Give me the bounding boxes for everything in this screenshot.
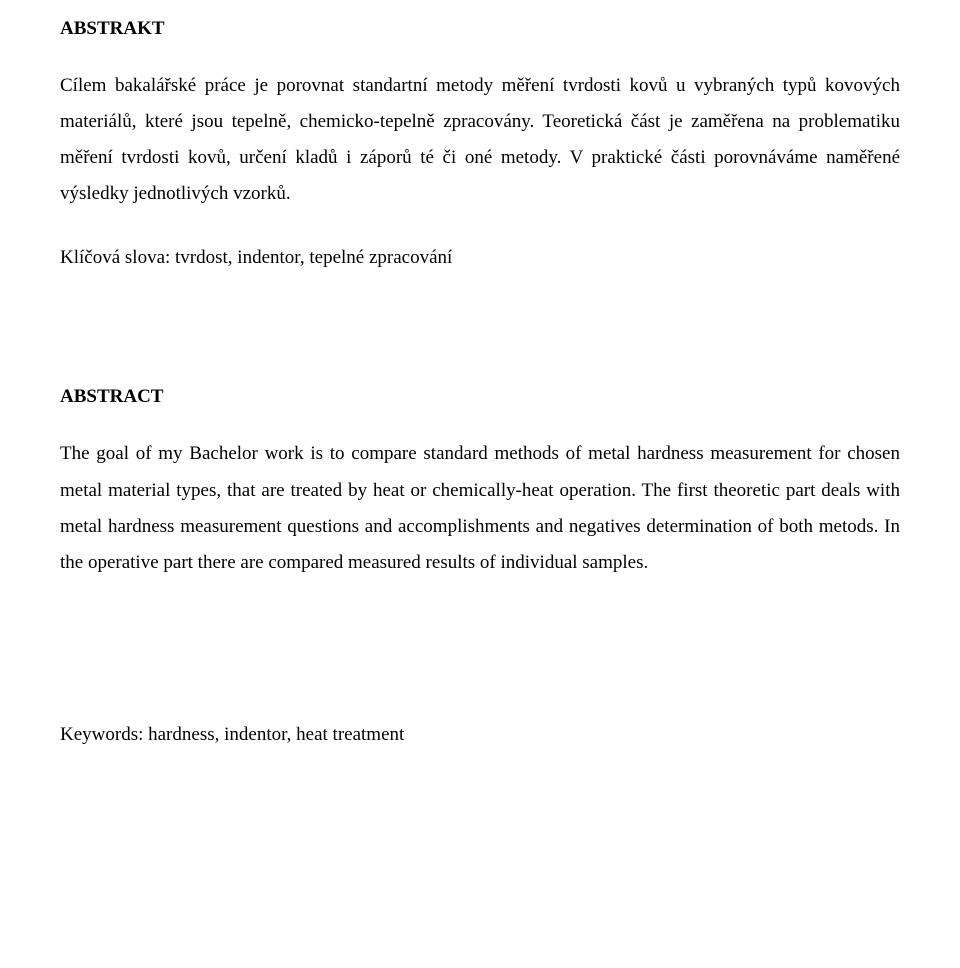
abstrakt-heading: ABSTRAKT: [60, 18, 900, 40]
keywords-gap: [60, 609, 900, 689]
abstract-paragraph: The goal of my Bachelor work is to compa…: [60, 436, 900, 580]
section-gap: [60, 276, 900, 386]
abstrakt-keywords: Klíčová slova: tvrdost, indentor, tepeln…: [60, 240, 900, 276]
abstrakt-paragraph: Cílem bakalářské práce je porovnat stand…: [60, 68, 900, 212]
abstract-heading: ABSTRACT: [60, 386, 900, 408]
abstract-keywords: Keywords: hardness, indentor, heat treat…: [60, 717, 900, 753]
